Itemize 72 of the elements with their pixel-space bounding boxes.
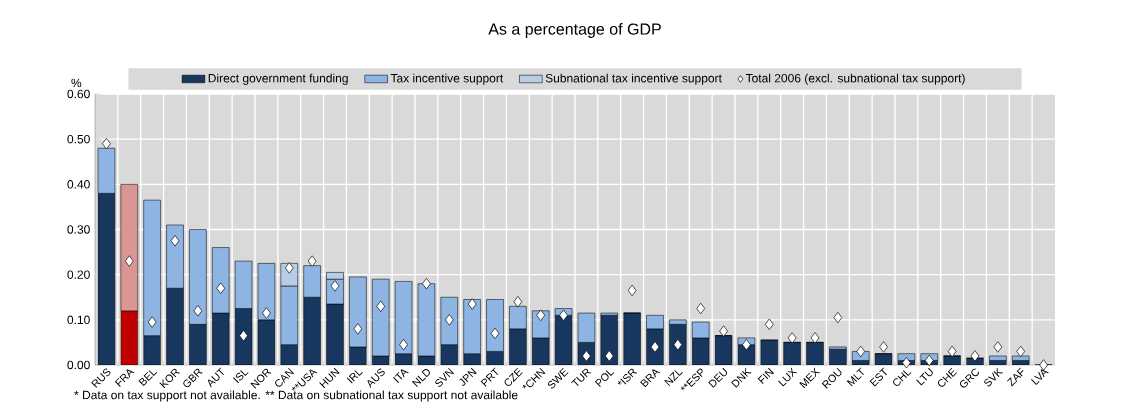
point [970, 350, 980, 362]
x-tick-label: FIN [757, 367, 774, 384]
point [467, 298, 477, 310]
point [262, 307, 271, 319]
x-tick-label: ISL [233, 370, 249, 384]
x-tick-label: ITA [393, 369, 409, 383]
x-tick-label: TUR [571, 368, 592, 386]
y-tick-label: 0.30 [67, 225, 90, 234]
point [216, 282, 226, 294]
legend-label: Direct government funding [208, 73, 348, 85]
point [284, 262, 294, 274]
y-tick-label: 0.60 [67, 89, 90, 99]
point [787, 332, 797, 344]
y-tick-label: 0.00 [67, 360, 90, 370]
point [330, 280, 340, 292]
point [559, 309, 568, 321]
y-tick-label: 0.50 [67, 134, 90, 144]
point [810, 332, 820, 344]
bar [989, 355, 1007, 361]
point [582, 350, 591, 362]
point [924, 354, 934, 367]
y-tick-label: 0.20 [67, 270, 90, 279]
point [422, 278, 431, 290]
point [536, 309, 546, 321]
bar [829, 348, 847, 365]
point [102, 138, 111, 150]
x-tick-label: *ISR [617, 368, 638, 385]
point [833, 311, 843, 324]
y-axis-title: % [71, 78, 82, 88]
x-tick-label: CHL [893, 370, 912, 386]
point [764, 318, 774, 331]
point [513, 296, 523, 308]
x-tick-label: LTU [916, 367, 933, 386]
point [696, 302, 706, 315]
point [879, 341, 888, 353]
x-tick-label: BRA [640, 369, 661, 388]
text: * Data on tax support not available. ** Data on subnational tax support not available [74, 390, 518, 402]
point [1016, 345, 1026, 358]
x-tick-label: NLD [411, 369, 430, 387]
legend-label: Tax incentive support [390, 73, 504, 85]
x-tick-label: IRL [346, 370, 363, 384]
x-tick-label: NZL [664, 370, 683, 387]
point [490, 327, 500, 340]
legend-label: Subnational tax incentive support [545, 73, 722, 85]
y-tick-label: 0.40 [67, 180, 90, 189]
point [147, 316, 157, 328]
point [193, 305, 203, 317]
x-tick-label: POL [594, 370, 615, 387]
point [353, 323, 363, 335]
x-tick-label: BEL [138, 370, 158, 387]
point [444, 314, 454, 326]
x-tick-label: LVA [1031, 369, 1049, 385]
x-tick-label: CZE [504, 367, 523, 386]
y-tick-label: 0.10 [67, 315, 90, 325]
point [604, 350, 614, 362]
point [650, 341, 660, 353]
point [307, 255, 317, 267]
point [376, 300, 386, 312]
bar [600, 315, 619, 365]
point [124, 255, 134, 267]
point [902, 357, 911, 369]
point [673, 338, 683, 351]
x-tick-label: FRA [114, 369, 135, 387]
point [856, 345, 866, 358]
x-tick-label: JPN [459, 367, 477, 386]
point [947, 345, 957, 358]
chart-title: As a percentage of GDP [488, 23, 661, 38]
point [719, 325, 728, 337]
point [170, 235, 180, 247]
legend-label: Total 2006 (excl. subnational tax support) [745, 73, 965, 85]
point [993, 341, 1003, 353]
point [627, 284, 637, 297]
